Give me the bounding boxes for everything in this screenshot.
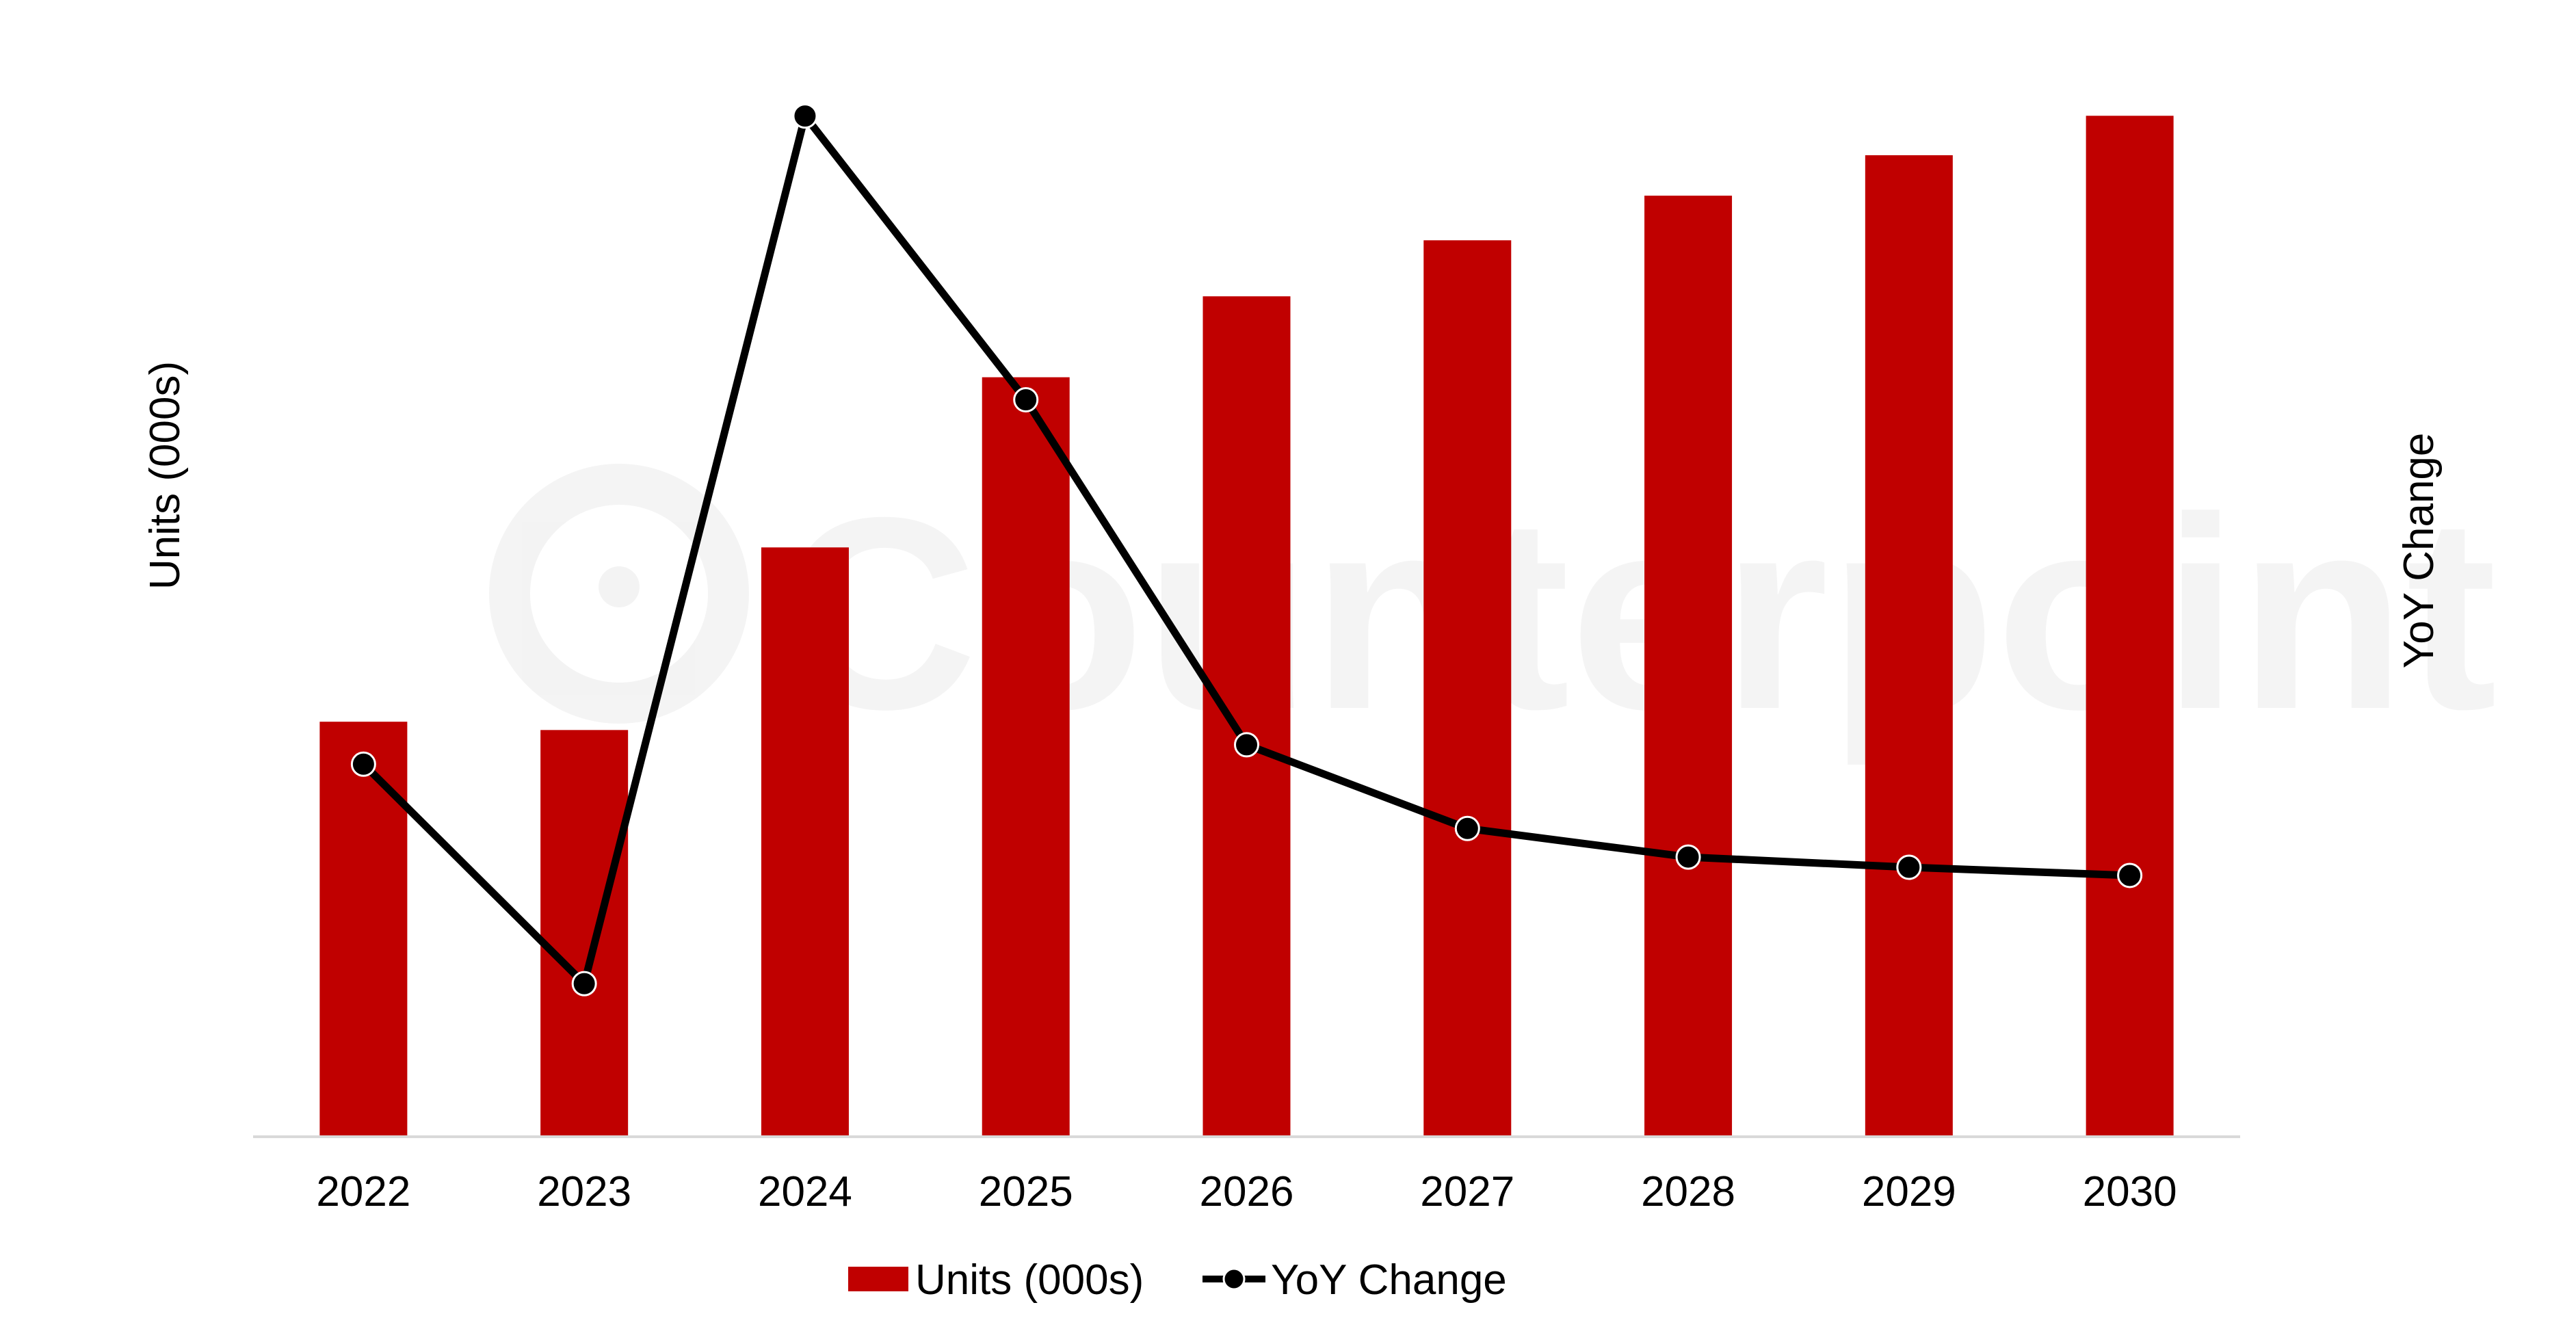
y2-axis-title: YoY Change: [2395, 433, 2443, 669]
yoy-point-2022: [350, 751, 376, 777]
bar-2027: [1423, 240, 1512, 1137]
bar-2024: [761, 547, 849, 1137]
legend-swatch-yoy-marker: [1222, 1267, 1246, 1291]
x-tick-2030: 2030: [2083, 1168, 2177, 1215]
line-series: [350, 103, 2143, 997]
x-tick-2023: 2023: [537, 1168, 631, 1215]
bar-2029: [1865, 155, 1953, 1137]
yoy-point-2024: [792, 103, 818, 129]
x-tick-2026: 2026: [1200, 1168, 1294, 1215]
yoy-point-2028: [1675, 844, 1701, 870]
legend-label-units: Units (000s): [915, 1256, 1144, 1304]
bar-2030: [2086, 116, 2174, 1137]
bar-2026: [1202, 296, 1291, 1137]
x-tick-2022: 2022: [316, 1168, 410, 1215]
x-tick-labels: 2022 2023 2024 2025 2026 2027 2028 2029 2030: [316, 1168, 2177, 1215]
legend-label-yoy: YoY Change: [1271, 1256, 1507, 1304]
legend-swatch-units: [848, 1267, 908, 1291]
yoy-point-2023: [571, 971, 597, 997]
watermark-logo: [489, 464, 749, 724]
bar-2023: [540, 730, 629, 1137]
yoy-point-2025: [1013, 387, 1039, 413]
yoy-point-2027: [1454, 815, 1480, 841]
yoy-point-2029: [1896, 854, 1922, 880]
bar-2028: [1644, 196, 1733, 1137]
bar-2022: [319, 722, 408, 1137]
x-tick-2027: 2027: [1420, 1168, 1514, 1215]
legend: Units (000s) YoY Change: [848, 1256, 1507, 1304]
bar-2025: [982, 377, 1070, 1137]
x-tick-2028: 2028: [1641, 1168, 1735, 1215]
bar-series: [319, 116, 2174, 1137]
x-tick-2029: 2029: [1862, 1168, 1956, 1215]
x-tick-2024: 2024: [758, 1168, 852, 1215]
x-tick-2025: 2025: [979, 1168, 1073, 1215]
yoy-point-2030: [2117, 862, 2143, 888]
y-axis-title: Units (000s): [142, 361, 189, 590]
yoy-point-2026: [1234, 732, 1259, 758]
